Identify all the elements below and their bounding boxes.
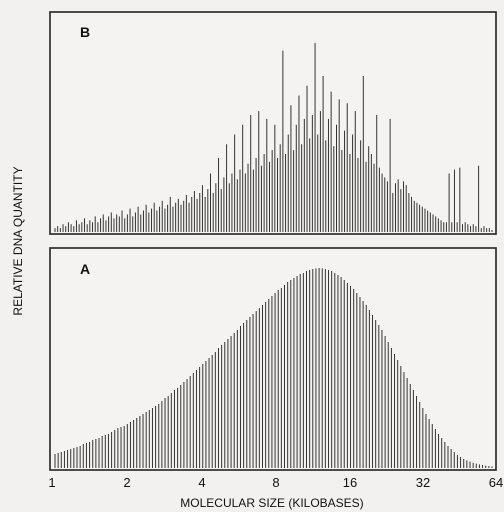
y-axis-label: RELATIVE DNA QUANTITY bbox=[11, 166, 25, 315]
x-tick-label: 4 bbox=[198, 475, 205, 490]
panel-b-label: B bbox=[80, 24, 90, 40]
x-tick-label: 1 bbox=[48, 475, 55, 490]
panel-b-bars bbox=[54, 42, 493, 232]
x-tick-label: 2 bbox=[123, 475, 130, 490]
x-tick-label: 64 bbox=[489, 475, 503, 490]
x-tick-label: 32 bbox=[416, 475, 430, 490]
x-tick-label: 8 bbox=[272, 475, 279, 490]
panel-a-bars bbox=[54, 268, 493, 468]
x-tick-label: 16 bbox=[343, 475, 357, 490]
x-axis-label: MOLECULAR SIZE (KILOBASES) bbox=[180, 496, 363, 510]
panel-a-label: A bbox=[80, 261, 90, 277]
panel-b-frame bbox=[49, 11, 497, 235]
x-axis-ticks: 1 2 4 8 16 32 64 bbox=[48, 475, 503, 490]
